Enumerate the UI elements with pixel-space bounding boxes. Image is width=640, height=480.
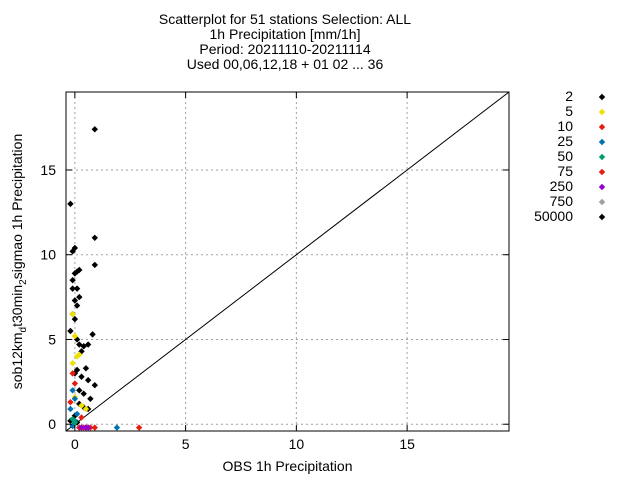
x-tick-label: 5 xyxy=(182,436,190,452)
data-point-series-2 xyxy=(69,276,76,284)
data-point-series-5 xyxy=(69,310,76,318)
chart-title-line-1: Scatterplot for 51 stations Selection: A… xyxy=(158,11,412,27)
chart-title-line-3: Period: 20211110-20211114 xyxy=(199,41,371,57)
data-point-series-2 xyxy=(82,365,90,372)
data-points xyxy=(67,126,143,431)
data-point-series-2 xyxy=(87,395,94,402)
data-point-series-2 xyxy=(71,244,79,252)
data-point-series-25 xyxy=(67,405,74,413)
data-point-series-5 xyxy=(78,402,85,409)
data-point-series-25 xyxy=(113,424,121,431)
data-point-series-5 xyxy=(71,332,79,340)
data-point-series-2 xyxy=(71,270,79,277)
data-point-series-2 xyxy=(89,331,96,338)
y-axis-label-mid: t30min xyxy=(9,285,25,327)
data-point-series-50 xyxy=(71,419,79,426)
legend-marker xyxy=(598,138,606,146)
legend-label: 5 xyxy=(565,103,573,119)
legend-label: 25 xyxy=(557,133,573,149)
data-point-series-5 xyxy=(76,351,83,358)
data-point-series-2 xyxy=(67,200,74,208)
data-point-series-2 xyxy=(71,315,79,323)
legend-marker xyxy=(598,183,606,191)
y-tick-label: 5 xyxy=(48,331,56,347)
legend-marker xyxy=(598,168,606,176)
legend-label: 50 xyxy=(557,148,573,164)
data-point-series-10 xyxy=(71,380,79,387)
data-point-series-10 xyxy=(69,370,76,377)
data-point-series-5 xyxy=(69,360,76,367)
grid xyxy=(66,92,509,431)
legend-label: 250 xyxy=(550,178,574,194)
data-point-series-2 xyxy=(73,302,81,309)
data-point-series-2 xyxy=(76,293,83,301)
data-point-series-25 xyxy=(71,395,79,402)
chart-title-line-4: Used 00,06,12,18 + 01 02 ... 36 xyxy=(186,56,384,72)
legend-marker xyxy=(598,108,606,116)
y-tick-label: 0 xyxy=(48,416,56,432)
data-point-series-10 xyxy=(91,424,98,431)
x-tick-label: 0 xyxy=(71,436,79,452)
data-point-series-2 xyxy=(67,327,74,335)
chart-title-line-2: 1h Precipitation [mm/1h] xyxy=(209,26,361,42)
x-tick-label: 15 xyxy=(399,436,415,452)
legend-label: 750 xyxy=(550,193,574,209)
y-axis-label-main: sob12km xyxy=(9,332,25,389)
chart-title: Scatterplot for 51 stations Selection: A… xyxy=(0,12,570,72)
data-point-series-2 xyxy=(84,376,92,384)
legend-label: 75 xyxy=(557,163,573,179)
data-point-series-2 xyxy=(91,261,98,269)
data-point-series-5 xyxy=(73,353,81,360)
data-point-series-250 xyxy=(84,424,92,431)
data-point-series-2 xyxy=(80,390,87,397)
data-point-series-2 xyxy=(91,234,98,241)
data-point-series-2 xyxy=(71,297,79,304)
data-point-series-2 xyxy=(69,285,76,292)
legend-label: 50000 xyxy=(534,208,573,224)
y-tick-label: 15 xyxy=(40,162,56,178)
legend-marker xyxy=(598,123,606,131)
data-point-series-2 xyxy=(91,126,98,133)
data-point-series-2 xyxy=(73,285,81,292)
data-point-series-10 xyxy=(135,424,143,431)
data-point-series-2 xyxy=(76,387,83,394)
legend-marker xyxy=(598,153,606,161)
y-axis-label-sub2: 2 xyxy=(18,279,29,285)
data-point-series-25 xyxy=(73,410,81,418)
data-point-series-5 xyxy=(82,405,90,413)
legend-label: 10 xyxy=(557,118,573,134)
y-axis-label-end: sigmao 1h Precipitation xyxy=(9,134,25,280)
data-point-series-250 xyxy=(78,424,85,431)
data-point-series-2 xyxy=(84,341,92,348)
legend-marker xyxy=(598,93,606,101)
axis-ticks: 0 5 10 15 0 5 10 15 xyxy=(40,92,509,452)
legend-marker xyxy=(598,198,606,206)
plot-frame xyxy=(65,91,510,432)
x-tick-label: 10 xyxy=(289,436,305,452)
legend-label: 2 xyxy=(565,88,573,104)
data-point-series-25 xyxy=(69,387,76,394)
data-point-series-2 xyxy=(78,373,85,380)
data-point-series-10 xyxy=(78,414,85,421)
data-point-series-2 xyxy=(91,382,98,389)
data-point-series-10 xyxy=(67,398,74,406)
legend-marker xyxy=(598,213,606,221)
y-tick-label: 10 xyxy=(40,247,56,263)
y-axis-label: sob12kmdt30min2sigmao 1h Precipitation xyxy=(9,134,29,390)
y-axis-label-sub1: d xyxy=(18,327,29,333)
identity-diagonal-line xyxy=(65,91,510,432)
x-axis-label: OBS 1h Precipitation xyxy=(223,458,353,474)
